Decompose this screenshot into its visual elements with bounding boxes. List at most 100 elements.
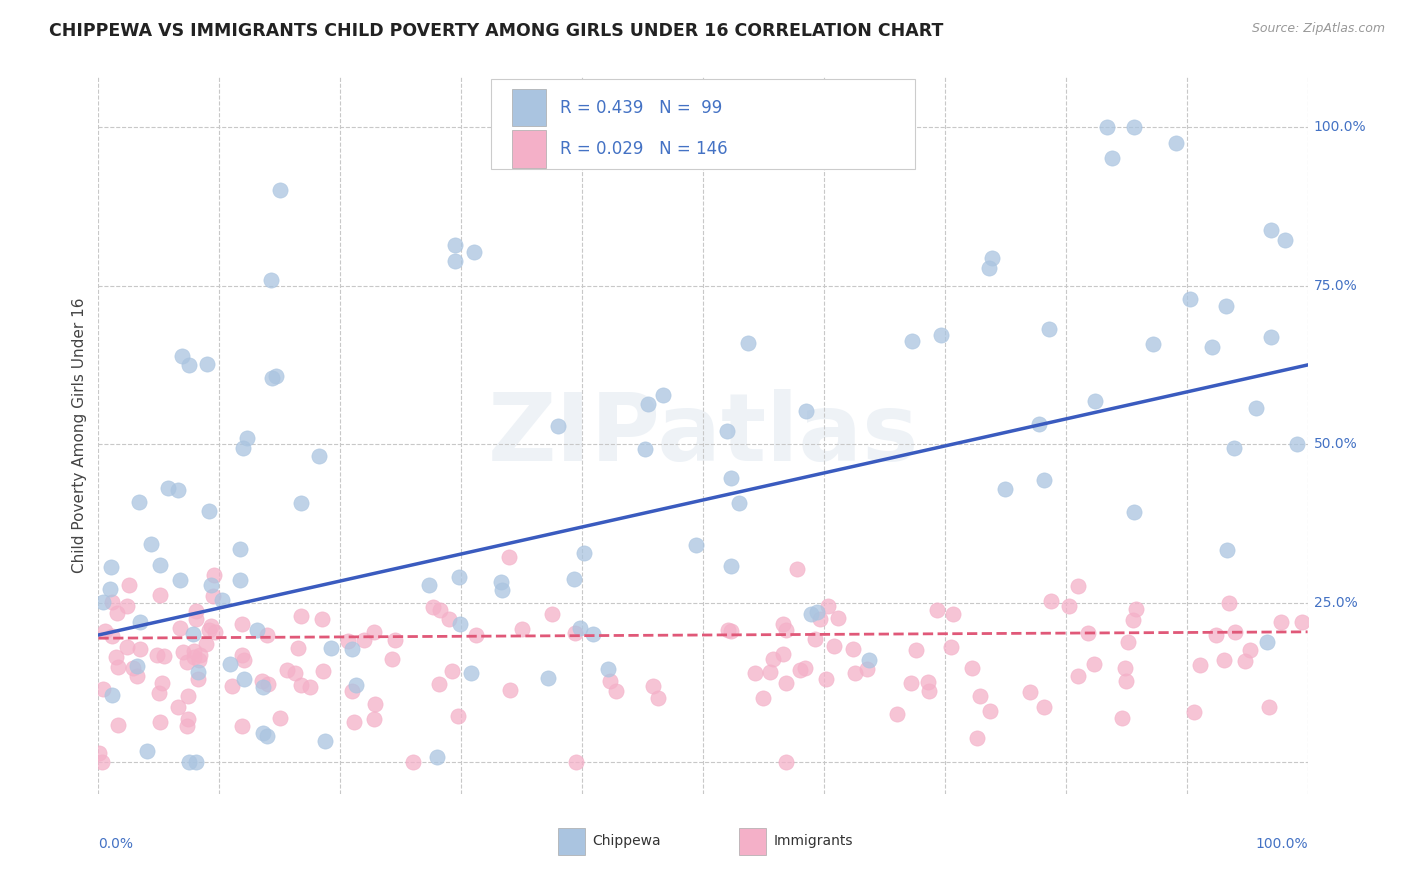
Point	[107, 718, 129, 732]
Point	[340, 684, 363, 698]
Point	[201, 589, 224, 603]
Point	[901, 334, 924, 348]
FancyBboxPatch shape	[512, 130, 546, 168]
Text: Immigrants: Immigrants	[773, 834, 852, 848]
Point	[337, 634, 360, 648]
Point	[177, 712, 200, 726]
Point	[744, 666, 766, 681]
Point	[886, 707, 908, 722]
Point	[427, 677, 450, 691]
Point	[1205, 628, 1227, 642]
Point	[1032, 699, 1054, 714]
Point	[960, 661, 983, 675]
Point	[1166, 136, 1188, 150]
FancyBboxPatch shape	[558, 828, 585, 855]
Point	[187, 665, 209, 679]
Point	[89, 746, 111, 760]
Point	[170, 350, 193, 364]
Point	[204, 625, 226, 640]
Point	[149, 588, 172, 602]
Point	[176, 655, 198, 669]
Point	[1084, 394, 1107, 409]
Point	[1189, 657, 1212, 672]
Point	[231, 719, 253, 733]
Point	[299, 680, 322, 694]
Point	[402, 755, 425, 769]
Point	[363, 712, 385, 726]
Text: ZIPatlas: ZIPatlas	[488, 389, 918, 481]
Point	[1122, 120, 1144, 134]
Point	[1033, 473, 1056, 487]
Point	[1057, 599, 1080, 614]
Text: 100.0%: 100.0%	[1256, 837, 1308, 851]
Point	[364, 697, 387, 711]
Point	[772, 616, 794, 631]
Point	[314, 733, 336, 747]
Point	[941, 607, 963, 621]
Point	[1239, 643, 1261, 657]
Point	[319, 640, 342, 655]
Point	[460, 666, 482, 681]
Point	[1101, 151, 1123, 165]
Point	[91, 682, 114, 697]
Point	[90, 755, 112, 769]
Point	[827, 610, 849, 624]
Point	[465, 627, 488, 641]
Point	[115, 599, 138, 613]
Point	[449, 617, 471, 632]
Point	[256, 730, 278, 744]
Point	[717, 624, 740, 638]
Point	[1213, 653, 1236, 667]
Point	[100, 629, 122, 643]
Point	[1216, 543, 1239, 558]
Point	[582, 627, 605, 641]
Point	[1115, 674, 1137, 689]
Point	[1111, 710, 1133, 724]
Point	[118, 578, 141, 592]
Point	[1256, 635, 1278, 649]
Point	[353, 633, 375, 648]
Point	[1178, 292, 1201, 306]
Point	[252, 726, 274, 740]
Point	[1067, 669, 1090, 683]
FancyBboxPatch shape	[492, 79, 915, 169]
Point	[969, 689, 991, 703]
Text: R = 0.439   N =  99: R = 0.439 N = 99	[561, 99, 723, 117]
Point	[1142, 337, 1164, 351]
Point	[149, 714, 172, 729]
Point	[187, 672, 209, 686]
Point	[200, 578, 222, 592]
Point	[425, 750, 447, 764]
Point	[720, 624, 742, 638]
Point	[775, 623, 797, 637]
Point	[652, 388, 675, 402]
Point	[229, 541, 252, 556]
Point	[569, 620, 592, 634]
Point	[231, 648, 253, 662]
Point	[1285, 437, 1308, 451]
Point	[148, 686, 170, 700]
Point	[900, 675, 922, 690]
Point	[136, 744, 159, 758]
Point	[343, 715, 366, 730]
Point	[540, 607, 562, 621]
Point	[440, 664, 463, 678]
Point	[537, 671, 560, 685]
Text: 50.0%: 50.0%	[1313, 437, 1357, 451]
Point	[1018, 685, 1040, 699]
Point	[184, 755, 207, 769]
Point	[437, 612, 460, 626]
Text: 25.0%: 25.0%	[1313, 596, 1357, 610]
Point	[1125, 601, 1147, 615]
Point	[1222, 442, 1244, 456]
Point	[1122, 613, 1144, 627]
Point	[211, 593, 233, 607]
Point	[177, 755, 200, 769]
Point	[153, 649, 176, 664]
Point	[252, 674, 274, 689]
Point	[574, 546, 596, 560]
Point	[806, 606, 828, 620]
Point	[344, 677, 367, 691]
Point	[1260, 223, 1282, 237]
Point	[1215, 299, 1237, 313]
